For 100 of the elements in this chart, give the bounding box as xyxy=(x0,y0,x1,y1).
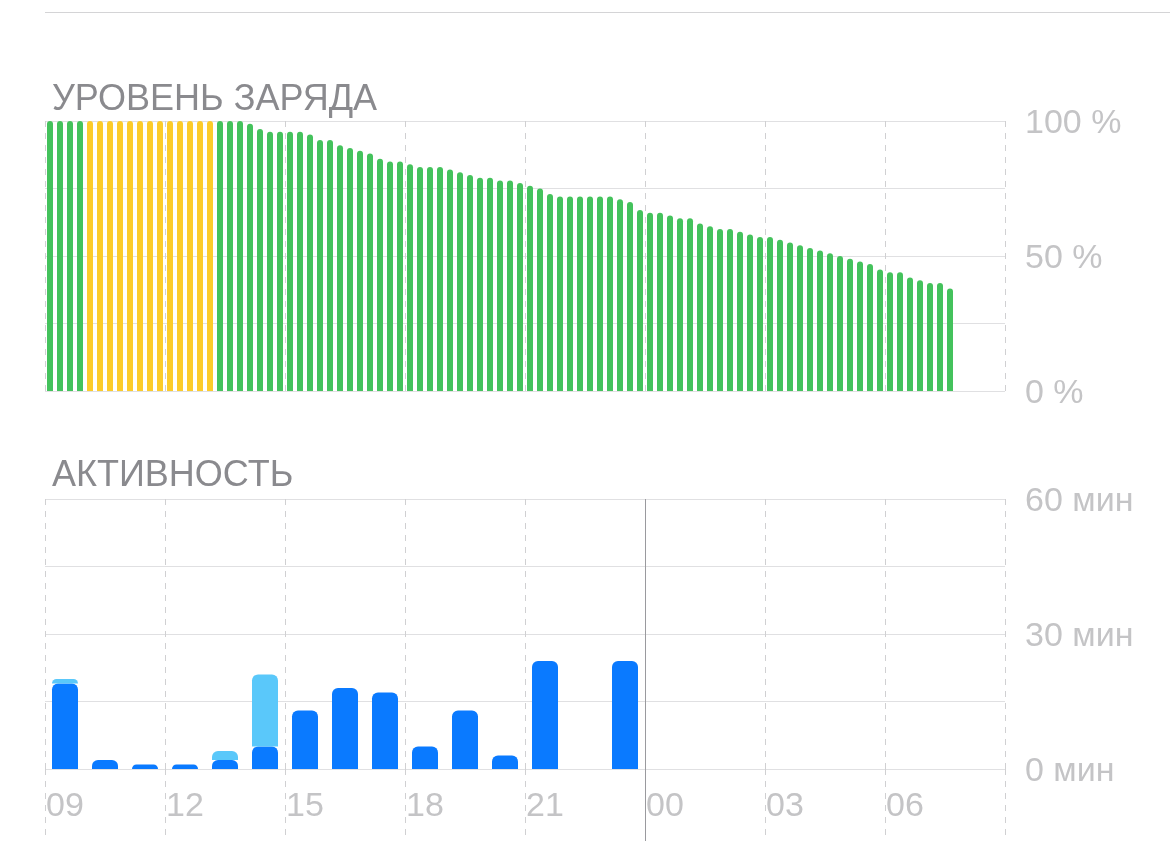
bar xyxy=(847,258,853,391)
bar xyxy=(297,131,303,391)
y-tick-label: 100 % xyxy=(1025,102,1122,140)
bar xyxy=(97,121,103,391)
bar xyxy=(52,683,78,769)
bar xyxy=(587,196,593,391)
bar xyxy=(117,121,123,391)
bar xyxy=(372,692,398,769)
bar xyxy=(532,661,558,769)
bar xyxy=(887,272,893,391)
bar xyxy=(347,148,353,391)
bar xyxy=(227,121,233,391)
bar xyxy=(252,746,278,769)
bar xyxy=(777,239,783,391)
bar xyxy=(827,253,833,391)
bar xyxy=(537,188,543,391)
bar xyxy=(67,121,73,391)
y-tick-label: 0 % xyxy=(1025,372,1084,410)
bar xyxy=(627,202,633,391)
bar xyxy=(252,674,278,747)
bar xyxy=(687,218,693,391)
bar xyxy=(877,269,883,391)
bar xyxy=(467,175,473,391)
bar xyxy=(417,166,423,391)
bar xyxy=(567,196,573,391)
bar xyxy=(547,193,553,391)
bar xyxy=(927,283,933,391)
bar xyxy=(817,250,823,391)
bar xyxy=(657,212,663,391)
bar xyxy=(187,121,193,391)
bar xyxy=(217,121,223,391)
chart-title: УРОВЕНЬ ЗАРЯДА xyxy=(52,76,378,118)
bar xyxy=(292,710,318,769)
bar xyxy=(667,215,673,391)
y-tick-label: 60 мин xyxy=(1025,480,1134,518)
x-tick-label: 03 xyxy=(766,785,804,823)
bar xyxy=(47,121,53,391)
bar xyxy=(937,283,943,391)
bar xyxy=(527,185,533,391)
bar xyxy=(147,121,153,391)
bar xyxy=(277,131,283,391)
bar xyxy=(107,121,113,391)
bar xyxy=(457,172,463,391)
bar xyxy=(407,164,413,391)
x-tick-label: 21 xyxy=(526,785,564,823)
bar xyxy=(507,180,513,391)
bar xyxy=(647,212,653,391)
bar xyxy=(197,121,203,391)
bar xyxy=(517,183,523,391)
bar xyxy=(377,158,383,391)
bar xyxy=(637,210,643,391)
bar xyxy=(177,121,183,391)
bar xyxy=(837,256,843,391)
bar xyxy=(487,177,493,391)
bar xyxy=(257,129,263,391)
bar xyxy=(332,688,358,769)
bar xyxy=(207,121,213,391)
bar xyxy=(307,134,313,391)
bar xyxy=(707,226,713,391)
x-tick-label: 00 xyxy=(646,785,684,823)
bar xyxy=(397,161,403,391)
bar xyxy=(427,166,433,391)
x-tick-label: 12 xyxy=(166,785,204,823)
bar xyxy=(597,196,603,391)
bar xyxy=(697,223,703,391)
bar xyxy=(947,288,953,391)
bar xyxy=(317,139,323,391)
bar xyxy=(327,139,333,391)
bar xyxy=(337,145,343,391)
bar xyxy=(907,277,913,391)
bar xyxy=(387,161,393,391)
bar xyxy=(447,169,453,391)
bar xyxy=(477,177,483,391)
bar xyxy=(717,229,723,391)
x-tick-label: 09 xyxy=(46,785,84,823)
bar xyxy=(607,196,613,391)
bar xyxy=(737,231,743,391)
bar xyxy=(747,234,753,391)
bar xyxy=(497,180,503,391)
bar xyxy=(807,247,813,391)
bar xyxy=(727,229,733,391)
bar xyxy=(77,121,83,391)
bar xyxy=(797,245,803,391)
x-tick-label: 15 xyxy=(286,785,324,823)
bar xyxy=(167,121,173,391)
bar xyxy=(287,131,293,391)
x-tick-label: 18 xyxy=(406,785,444,823)
y-tick-label: 0 мин xyxy=(1025,750,1115,788)
y-tick-label: 50 % xyxy=(1025,237,1103,275)
bar xyxy=(367,153,373,391)
bar xyxy=(412,746,438,769)
bar xyxy=(757,237,763,391)
bar xyxy=(137,121,143,391)
bar xyxy=(492,755,518,769)
bar xyxy=(87,121,93,391)
bar xyxy=(437,166,443,391)
bar xyxy=(617,199,623,391)
bar xyxy=(267,131,273,391)
bar xyxy=(897,272,903,391)
bar xyxy=(127,121,133,391)
